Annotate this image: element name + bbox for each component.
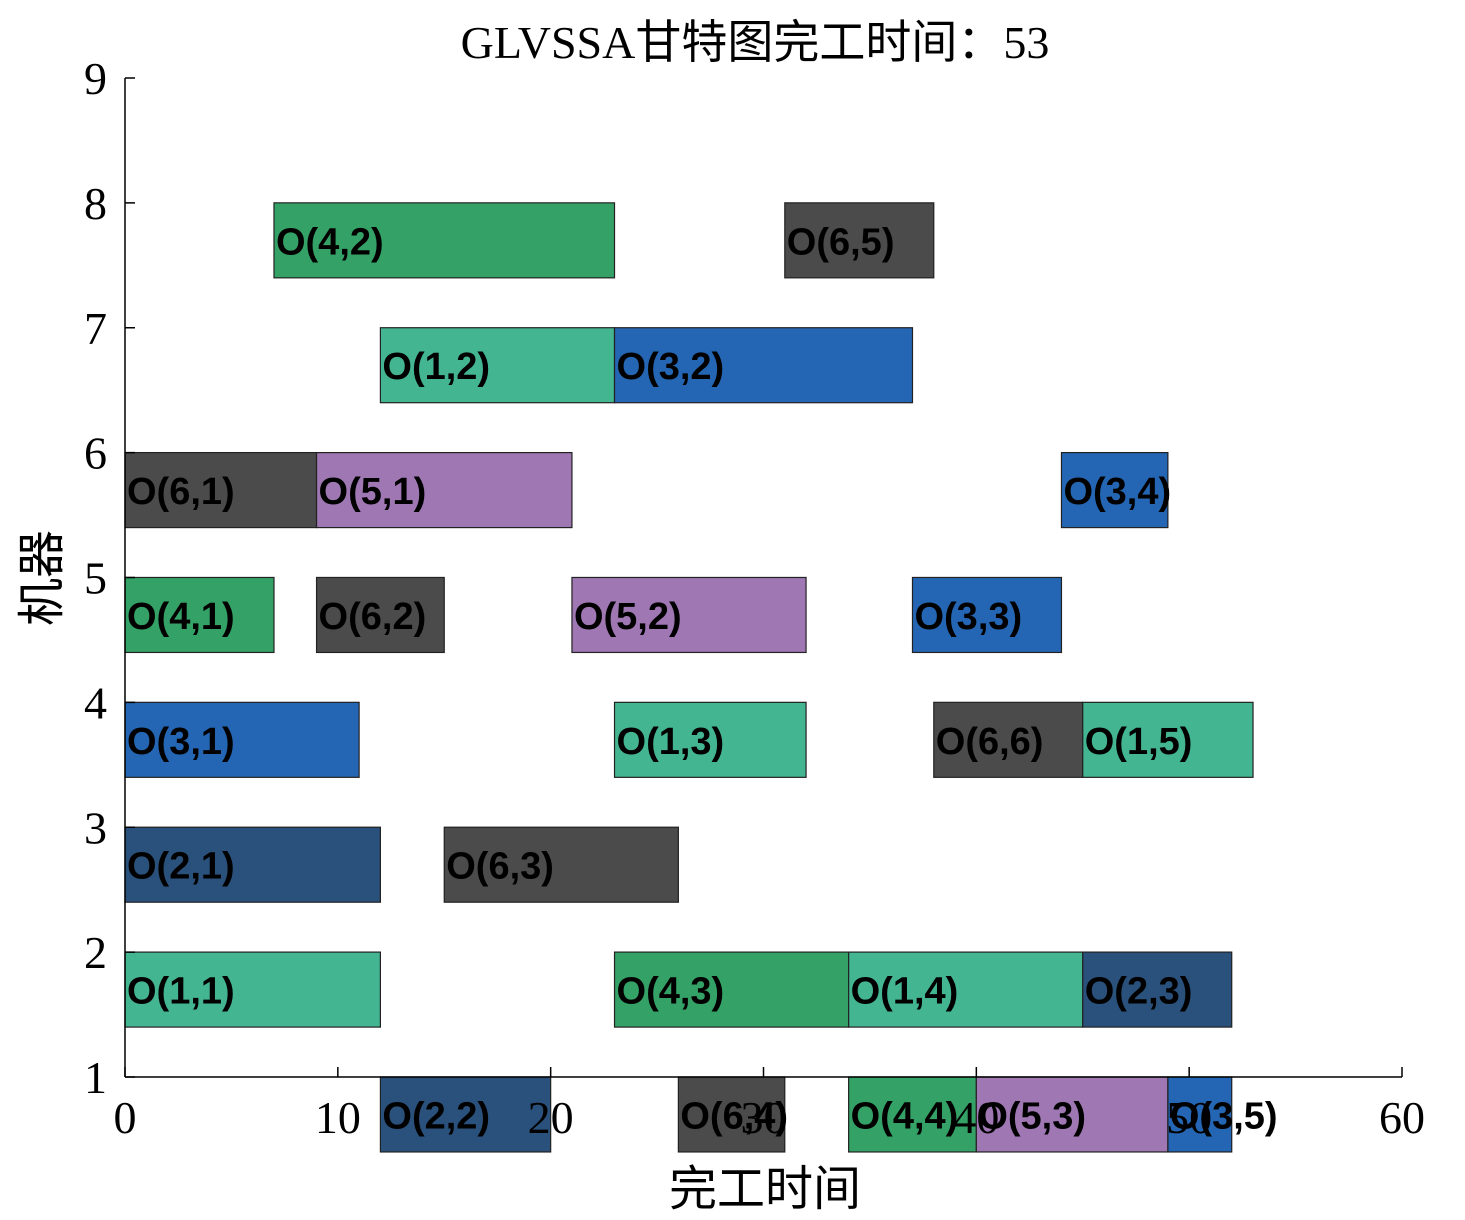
- task-bar: O(6,5): [784, 202, 935, 279]
- y-tick-label: 8: [84, 178, 107, 229]
- task-bar-label: O(3,2): [617, 346, 725, 388]
- task-bar-rect: [443, 826, 679, 903]
- task-bar: O(3,2): [613, 327, 914, 404]
- task-bar: O(1,4): [848, 951, 1084, 1028]
- task-bar-label: O(4,3): [617, 971, 725, 1013]
- axes: 0 10 20 30 40 50 60 1 2 3 4 5 6 7 8 9: [84, 53, 1425, 1143]
- task-bar-rect: [571, 576, 807, 654]
- task-bar: O(4,2): [273, 202, 616, 279]
- y-tick-label: 7: [84, 303, 107, 354]
- task-bar: O(1,3): [613, 701, 807, 778]
- task-bar-rect: [848, 951, 1084, 1028]
- task-bar-rect: [1082, 701, 1254, 778]
- task-bars: O(4,2) O(6,5) O(1,2) O(3,2) O(6,1) O(5,1) O(3,…: [124, 202, 1278, 1153]
- task-bar-label: O(4,4): [851, 1095, 959, 1137]
- task-bar: O(3,5): [1167, 1076, 1278, 1153]
- x-tick-label: 10: [315, 1092, 361, 1143]
- task-bar: O(5,2): [571, 576, 807, 654]
- y-tick-label: 3: [84, 802, 107, 853]
- y-tick-label: 9: [84, 53, 107, 104]
- task-bar-label: O(6,2): [319, 596, 427, 638]
- task-bar-label: O(3,5): [1170, 1095, 1278, 1137]
- task-bar-rect: [677, 1076, 786, 1153]
- task-bar: O(5,1): [315, 451, 573, 529]
- task-bar-label: O(6,1): [127, 471, 235, 513]
- task-bar-label: O(3,3): [914, 596, 1022, 638]
- task-bar-label: O(6,4): [680, 1095, 788, 1137]
- x-axis-label: 完工时间: [669, 1163, 861, 1216]
- task-bar-label: O(3,1): [127, 721, 235, 763]
- task-bar-rect: [975, 1076, 1169, 1153]
- task-bar-rect: [911, 576, 1063, 654]
- x-tick-label: 60: [1379, 1092, 1425, 1143]
- task-bar: O(2,1): [124, 826, 381, 903]
- y-axis-label: 机器: [16, 530, 69, 626]
- task-bar-rect: [933, 701, 1084, 778]
- task-bar-label: O(2,2): [382, 1095, 490, 1137]
- task-bar-label: O(6,6): [936, 721, 1044, 763]
- x-axis-ticks: 0 10 20 30 40 50 60: [114, 1067, 1425, 1143]
- task-bar-label: O(6,5): [787, 221, 895, 263]
- y-tick-label: 1: [84, 1052, 107, 1103]
- task-bar-rect: [379, 327, 616, 404]
- task-bar: O(3,4): [1060, 451, 1171, 529]
- task-bar-label: O(1,3): [617, 721, 725, 763]
- task-bar: O(2,2): [379, 1076, 552, 1153]
- task-bar-label: O(4,2): [276, 221, 384, 263]
- task-bar-label: O(3,4): [1063, 471, 1171, 513]
- x-tick-label: 20: [528, 1092, 574, 1143]
- x-tick-label: 30: [741, 1092, 787, 1143]
- task-bar: O(6,4): [677, 1076, 788, 1153]
- task-bar-label: O(1,5): [1085, 721, 1193, 763]
- task-bar-rect: [613, 701, 807, 778]
- task-bar: O(4,4): [848, 1076, 977, 1153]
- task-bar-label: O(2,3): [1085, 971, 1193, 1013]
- task-bar-label: O(5,2): [574, 596, 682, 638]
- task-bar-label: O(1,1): [127, 971, 235, 1013]
- task-bar-rect: [1082, 951, 1233, 1028]
- task-bar: O(4,3): [613, 951, 850, 1028]
- task-bar-label: O(1,2): [382, 346, 490, 388]
- task-bar-label: O(5,3): [978, 1095, 1086, 1137]
- x-tick-label: 0: [114, 1092, 137, 1143]
- task-bar: O(3,1): [124, 701, 360, 778]
- task-bar: O(1,1): [124, 951, 381, 1028]
- task-bar-rect: [273, 202, 616, 279]
- task-bar: O(6,6): [933, 701, 1084, 778]
- y-tick-label: 6: [84, 428, 107, 479]
- task-bar-rect: [315, 576, 445, 654]
- task-bar: O(3,3): [911, 576, 1063, 654]
- task-bar-label: O(5,1): [319, 471, 427, 513]
- task-bar: O(2,3): [1082, 951, 1233, 1028]
- y-tick-label: 4: [84, 677, 107, 728]
- task-bar: O(1,5): [1082, 701, 1254, 778]
- task-bar-label: O(2,1): [127, 846, 235, 888]
- task-bar: O(6,2): [315, 576, 445, 654]
- task-bar-rect: [613, 951, 850, 1028]
- y-axis-ticks: 1 2 3 4 5 6 7 8 9: [84, 53, 135, 1103]
- x-tick-label: 50: [1166, 1092, 1212, 1143]
- y-tick-label: 2: [84, 927, 107, 978]
- task-bar-rect: [1167, 1076, 1233, 1153]
- task-bar: O(5,3): [975, 1076, 1169, 1153]
- chart-title: GLVSSA甘特图完工时间：53: [461, 17, 1050, 68]
- task-bar-rect: [315, 451, 573, 529]
- task-bar: O(6,3): [443, 826, 679, 903]
- task-bar-rect: [848, 1076, 977, 1153]
- task-bar-rect: [784, 202, 935, 279]
- x-tick-label: 40: [953, 1092, 999, 1143]
- task-bar: O(1,2): [379, 327, 616, 404]
- task-bar-rect: [124, 451, 318, 529]
- task-bar-label: O(4,1): [127, 596, 235, 638]
- task-bar: O(6,1): [124, 451, 318, 529]
- task-bar-rect: [613, 327, 914, 404]
- task-bar-label: O(1,4): [851, 971, 959, 1013]
- task-bar-rect: [1060, 451, 1169, 529]
- task-bar-rect: [124, 701, 360, 778]
- y-tick-label: 5: [84, 553, 107, 604]
- task-bar-label: O(6,3): [446, 846, 554, 888]
- task-bar: O(4,1): [124, 576, 275, 654]
